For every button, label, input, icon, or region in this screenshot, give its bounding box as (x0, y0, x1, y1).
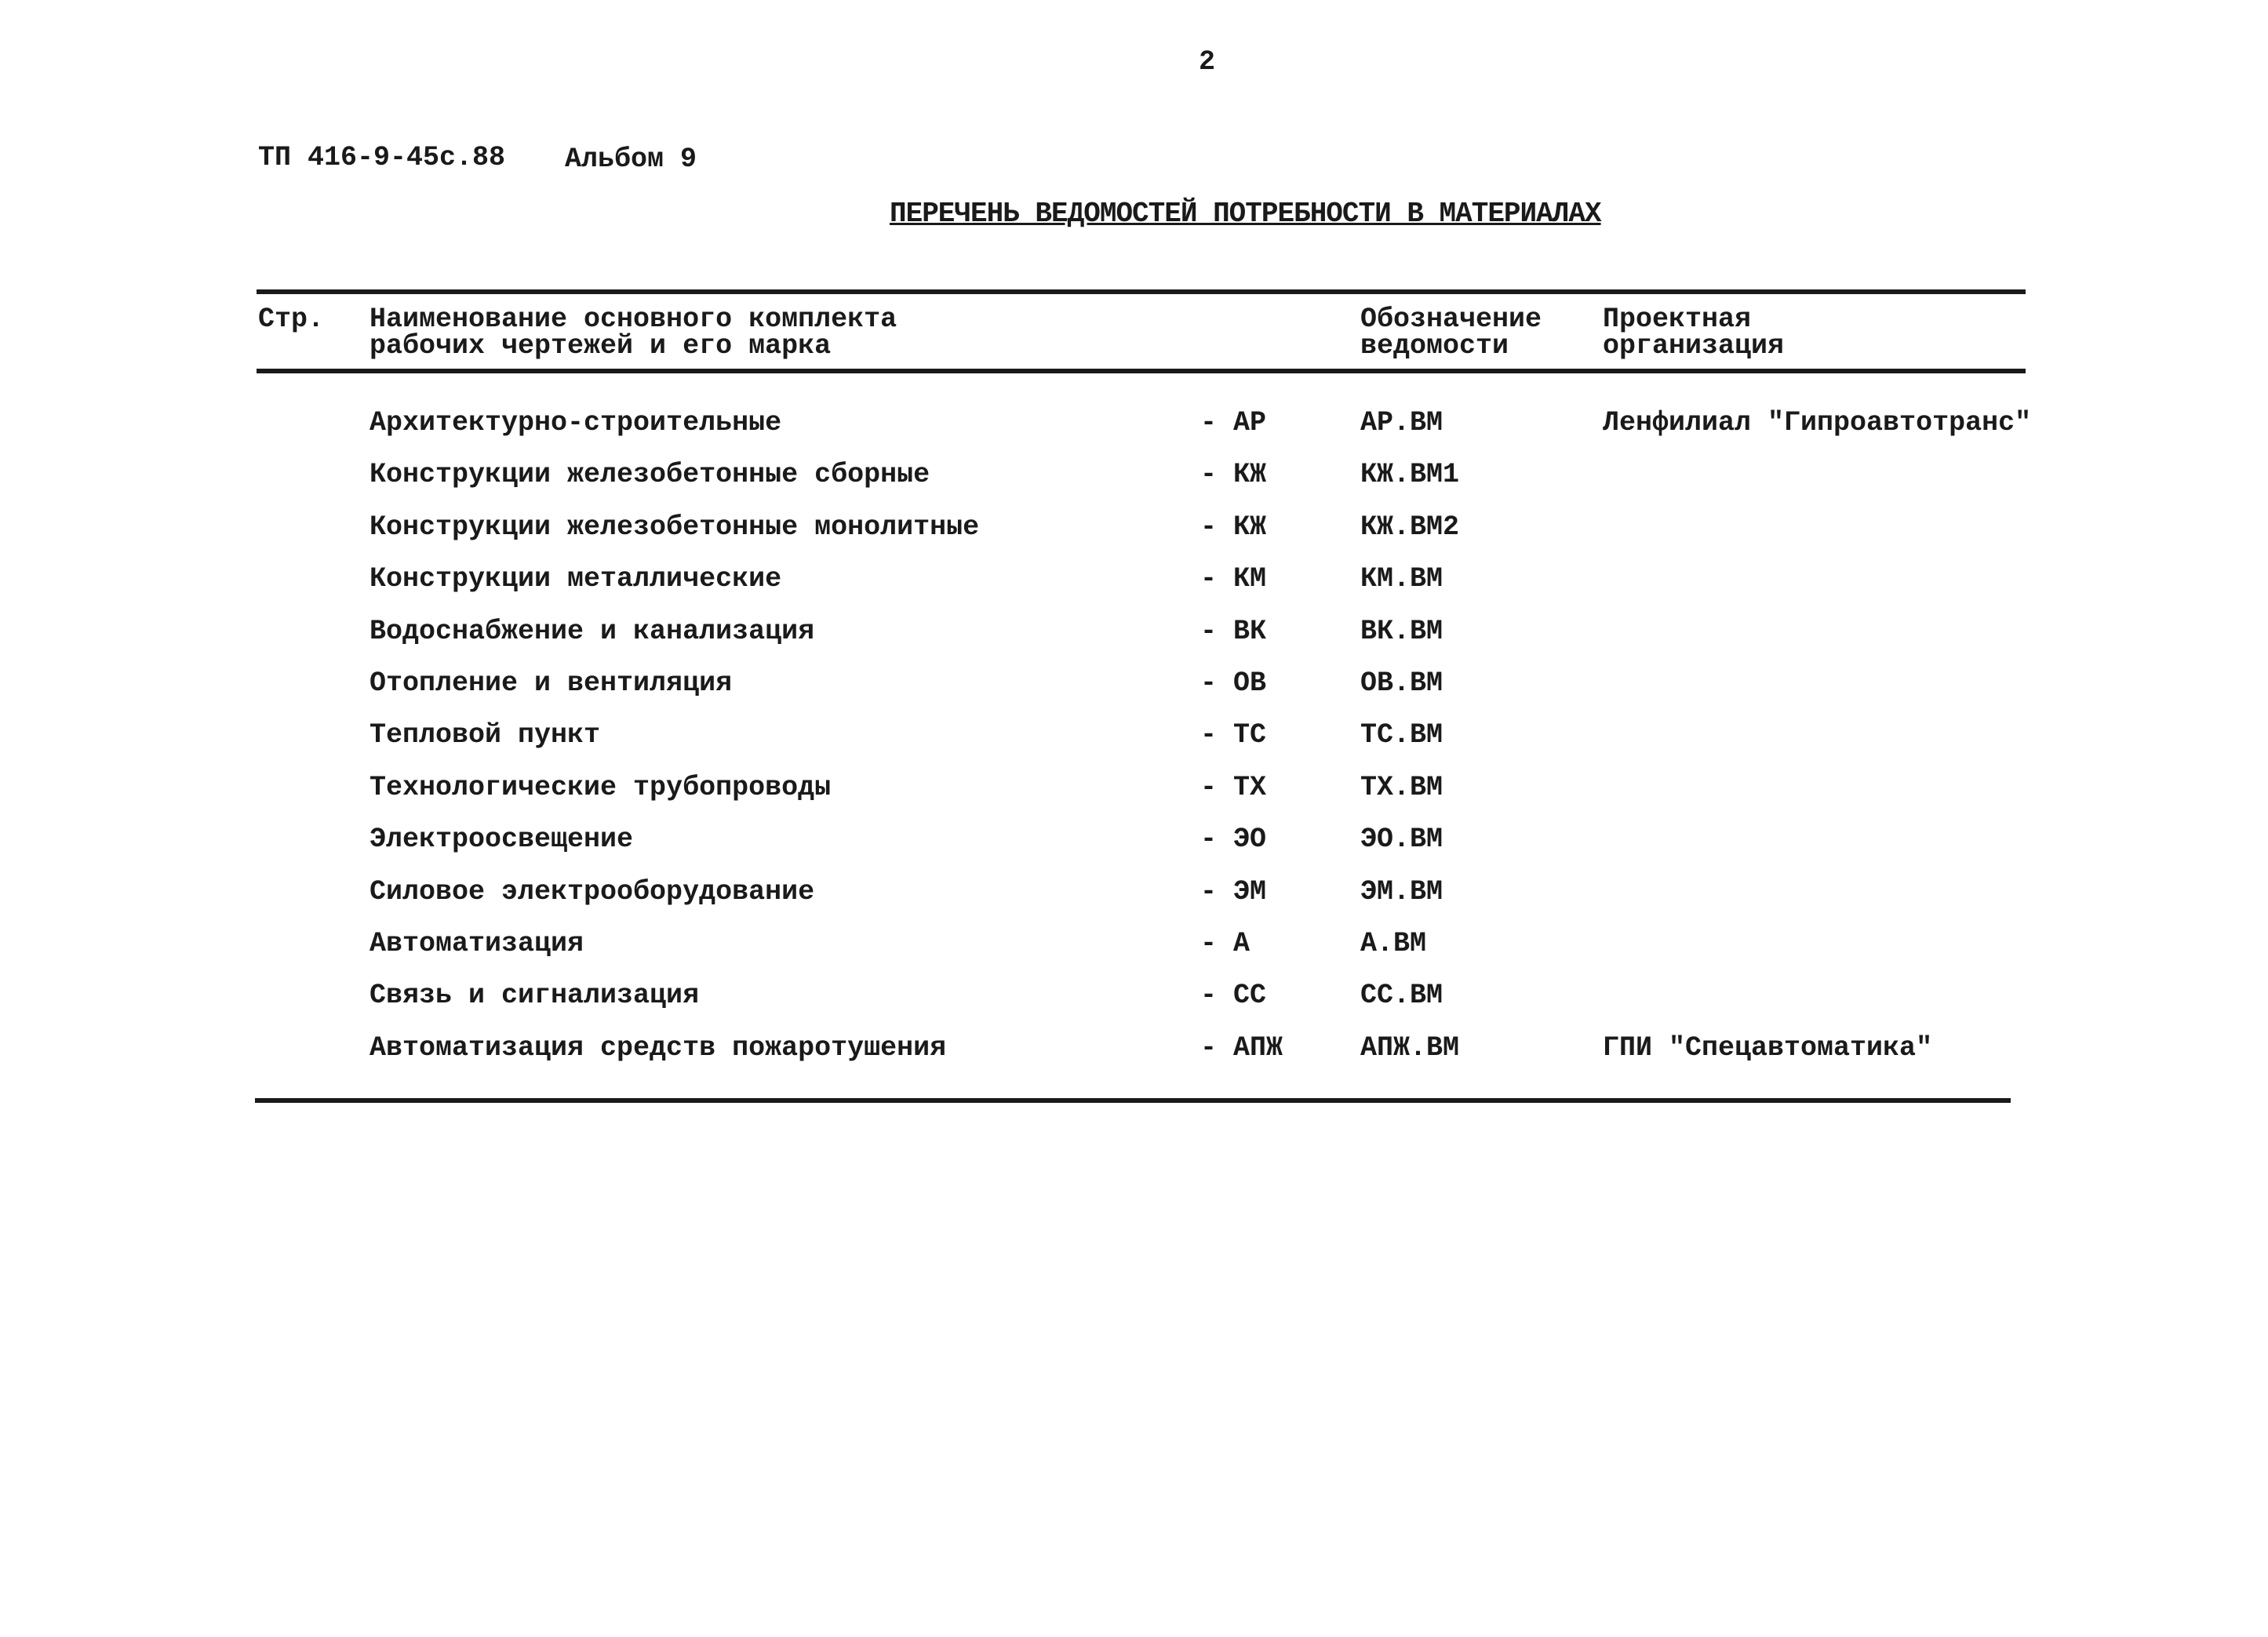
page-number: 2 (1199, 46, 1216, 78)
cell-designation: КМ.ВМ (1360, 563, 1443, 595)
cell-name: Конструкции металлические (370, 563, 782, 595)
cell-name: Тепловой пункт (370, 719, 601, 751)
cell-designation: ОВ.ВМ (1360, 668, 1443, 699)
cell-name: Отопление и вентиляция (370, 668, 733, 699)
header-name-1: Наименование основного комплекта (370, 304, 897, 335)
cell-designation: КЖ.ВМ2 (1360, 511, 1460, 543)
cell-mark: - А (1200, 928, 1250, 959)
header-name-2: рабочих чертежей и его марка (370, 330, 832, 362)
cell-mark: - КМ (1200, 563, 1267, 595)
cell-name: Электроосвещение (370, 824, 634, 856)
cell-name: Водоснабжение и канализация (370, 615, 815, 647)
cell-name: Автоматизация средств пожаротушения (370, 1031, 947, 1064)
album-label: Альбом 9 (565, 144, 697, 175)
cell-org: Ленфилиал "Гипроавтотранс" (1603, 407, 2032, 438)
table-top-rule (257, 289, 2026, 294)
cell-name: Архитектурно-строительные (370, 407, 782, 438)
cell-name: Технологические трубопроводы (370, 771, 832, 803)
cell-designation: КЖ.ВМ1 (1360, 459, 1460, 491)
header-designation-2: ведомости (1360, 330, 1509, 362)
cell-mark: - КЖ (1200, 511, 1267, 543)
cell-designation: СС.ВМ (1360, 980, 1443, 1012)
header-bottom-rule (257, 369, 2026, 373)
cell-name: Автоматизация (370, 928, 584, 959)
cell-designation: ВК.ВМ (1360, 615, 1443, 647)
cell-mark: - ОВ (1200, 668, 1267, 699)
header-org-1: Проектная (1603, 304, 1752, 335)
cell-mark: - ЭМ (1200, 875, 1267, 908)
document-code: ТП 416-9-45с.88 (258, 142, 506, 173)
cell-designation: ТС.ВМ (1360, 719, 1443, 751)
cell-designation: АР.ВМ (1360, 407, 1443, 438)
cell-org: ГПИ "Спецавтоматика" (1603, 1031, 1933, 1064)
cell-mark: - ТС (1200, 719, 1267, 751)
header-org-2: организация (1603, 330, 1785, 362)
cell-name: Связь и сигнализация (370, 980, 700, 1012)
header-page: Стр. (258, 304, 325, 335)
cell-name: Конструкции железобетонные монолитные (370, 511, 980, 543)
page-title: ПЕРЕЧЕНЬ ВЕДОМОСТЕЙ ПОТРЕБНОСТИ В МАТЕРИ… (890, 198, 1602, 230)
cell-designation: ЭМ.ВМ (1360, 875, 1443, 908)
cell-designation: АПЖ.ВМ (1360, 1031, 1460, 1064)
cell-name: Конструкции железобетонные сборные (370, 459, 930, 491)
cell-mark: - ВК (1200, 615, 1267, 647)
cell-designation: А.ВМ (1360, 928, 1427, 959)
cell-name: Силовое электрооборудование (370, 875, 815, 908)
cell-designation: ЭО.ВМ (1360, 824, 1443, 856)
cell-mark: - ТХ (1200, 771, 1267, 803)
header-designation-1: Обозначение (1360, 304, 1542, 335)
table-bottom-rule (255, 1098, 2011, 1103)
cell-mark: - АПЖ (1200, 1031, 1283, 1064)
cell-mark: - АР (1200, 407, 1267, 438)
cell-mark: - СС (1200, 980, 1267, 1012)
cell-designation: ТХ.ВМ (1360, 771, 1443, 803)
cell-mark: - КЖ (1200, 459, 1267, 491)
cell-mark: - ЭО (1200, 824, 1267, 856)
